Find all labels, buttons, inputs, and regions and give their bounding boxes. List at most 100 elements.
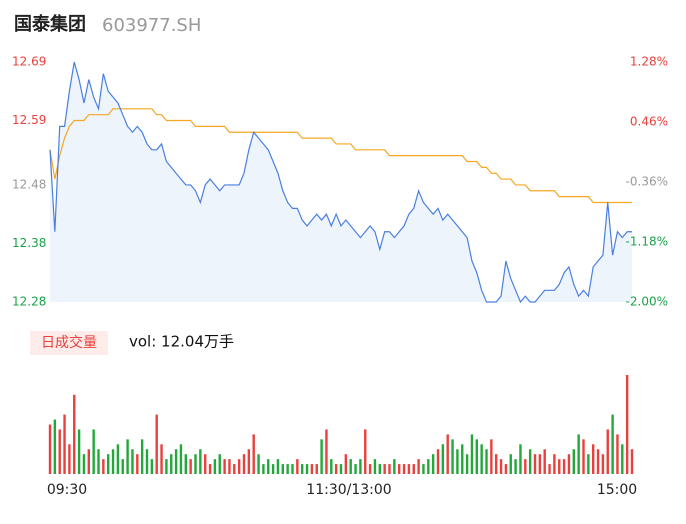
y-tick-label: 12.59	[12, 113, 46, 127]
volume-bar	[572, 449, 575, 474]
volume-bar	[417, 459, 420, 474]
volume-bar	[301, 464, 304, 474]
volume-bar	[587, 454, 590, 474]
volume-bar	[427, 459, 430, 474]
volume-bar	[596, 449, 600, 474]
volume-bar	[77, 429, 81, 474]
volume-bar	[567, 454, 571, 474]
volume-bar	[465, 454, 469, 474]
volume-bar	[160, 444, 163, 474]
volume-bar	[611, 414, 614, 474]
volume-bar	[490, 439, 493, 474]
volume-bar	[582, 439, 585, 474]
y2-tick-label: 1.28%	[630, 55, 668, 69]
volume-bar	[150, 459, 154, 474]
volume-bar	[621, 444, 624, 474]
volume-bar	[475, 439, 478, 474]
volume-bar	[204, 454, 207, 474]
volume-bar	[383, 464, 386, 474]
volume-bar	[398, 464, 401, 474]
average-line	[49, 108, 632, 204]
y-tick-label: 12.48	[12, 177, 46, 191]
volume-bar	[247, 449, 251, 474]
volume-bar	[233, 464, 236, 474]
volume-bar	[528, 449, 532, 474]
volume-bar	[208, 464, 212, 474]
volume-bar	[378, 464, 381, 474]
volume-bar	[296, 459, 299, 474]
volume-bar	[276, 459, 280, 474]
volume-bar	[184, 454, 187, 474]
volume-bar	[524, 459, 527, 474]
volume-bar	[242, 454, 246, 474]
volume-label: 日成交量	[41, 334, 97, 351]
volume-bar	[199, 449, 202, 474]
volume-bar	[548, 464, 551, 474]
volume-bar	[194, 454, 197, 474]
volume-bar	[228, 459, 231, 474]
volume-bar	[271, 464, 275, 474]
volume-bar	[126, 439, 129, 474]
volume-bar	[441, 444, 445, 474]
volume-badge	[30, 331, 108, 355]
volume-bar	[140, 439, 144, 474]
volume-bar	[499, 459, 503, 474]
volume-bar	[291, 464, 294, 474]
volume-bar	[349, 459, 352, 474]
volume-bar	[189, 459, 192, 474]
volume-bar	[388, 464, 391, 474]
x-tick-label: 11:30/13:00	[306, 482, 391, 498]
volume-bar	[218, 454, 221, 474]
volume-bar	[519, 444, 522, 474]
volume-bar	[179, 444, 183, 474]
volume-bar	[97, 449, 100, 474]
stock-name: 国泰集团	[14, 13, 86, 35]
volume-bar	[431, 454, 435, 474]
volume-bar	[339, 464, 343, 474]
volume-bar	[373, 459, 377, 474]
volume-bar	[412, 464, 415, 474]
y-tick-label: 12.69	[12, 55, 46, 69]
volume-bar	[136, 454, 139, 474]
volume-bar	[82, 454, 86, 474]
volume-bar	[451, 439, 454, 474]
volume-total: vol: 12.04万手	[129, 333, 234, 351]
volume-bar	[237, 459, 241, 474]
y-tick-label: 12.38	[12, 236, 46, 250]
volume-bar	[538, 454, 542, 474]
volume-bar	[509, 454, 512, 474]
volume-bar	[422, 464, 425, 474]
volume-bar	[63, 414, 66, 474]
volume-bar	[213, 459, 217, 474]
volume-bar	[364, 429, 367, 474]
y2-tick-label: 0.46%	[630, 115, 668, 129]
y2-tick-label: -0.36%	[626, 175, 668, 189]
volume-bar	[407, 464, 411, 474]
volume-bar	[145, 449, 149, 474]
volume-bar	[344, 454, 348, 474]
volume-bar	[402, 464, 406, 474]
volume-bar	[73, 394, 76, 474]
volume-bar	[616, 434, 619, 474]
volume-bar	[514, 459, 517, 474]
volume-bar	[92, 429, 95, 474]
volume-bar	[630, 449, 634, 474]
volume-bar	[267, 459, 270, 474]
volume-bar	[87, 449, 90, 474]
volume-bar	[252, 434, 255, 474]
y-tick-label: 12.28	[12, 295, 46, 309]
volume-bar	[111, 449, 115, 474]
x-tick-label: 09:30	[47, 482, 87, 498]
volume-bar	[58, 429, 61, 474]
volume-bar	[286, 464, 289, 474]
volume-bar	[359, 459, 362, 474]
volume-bar	[592, 444, 595, 474]
volume-bar	[107, 454, 110, 474]
volume-bar	[170, 454, 173, 474]
volume-bar	[330, 459, 333, 474]
volume-bar	[121, 459, 124, 474]
volume-bar	[48, 424, 52, 474]
volume-bar	[257, 454, 260, 474]
volume-bar	[601, 454, 605, 474]
volume-bar	[495, 454, 498, 474]
